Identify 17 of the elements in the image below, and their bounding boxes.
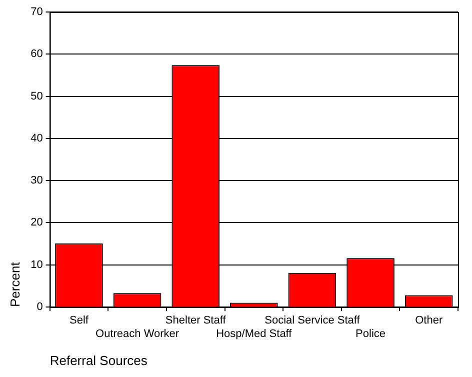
y-tick-label: 0 <box>36 301 43 314</box>
x-tick-label: Hosp/Med Staff <box>216 328 293 340</box>
y-tick-label: 40 <box>30 132 43 144</box>
x-tick-label: Other <box>415 314 443 327</box>
x-tick-label: Police <box>356 328 386 340</box>
x-tick-label: Social Service Staff <box>264 314 361 327</box>
x-tick-label: Self <box>70 314 90 327</box>
y-tick-label: 70 <box>30 6 43 18</box>
y-tick-label: 50 <box>30 90 43 102</box>
y-tick-label: 10 <box>30 258 43 271</box>
y-axis-title: Percent <box>7 262 22 307</box>
x-axis-title: Referral Sources <box>50 352 148 368</box>
y-tick-label: 30 <box>30 174 43 187</box>
y-tick-label: 20 <box>30 216 43 229</box>
x-tick-label: Shelter Staff <box>165 314 227 327</box>
x-tick-label: Outreach Worker <box>96 328 180 340</box>
y-tick-label: 60 <box>30 48 43 60</box>
